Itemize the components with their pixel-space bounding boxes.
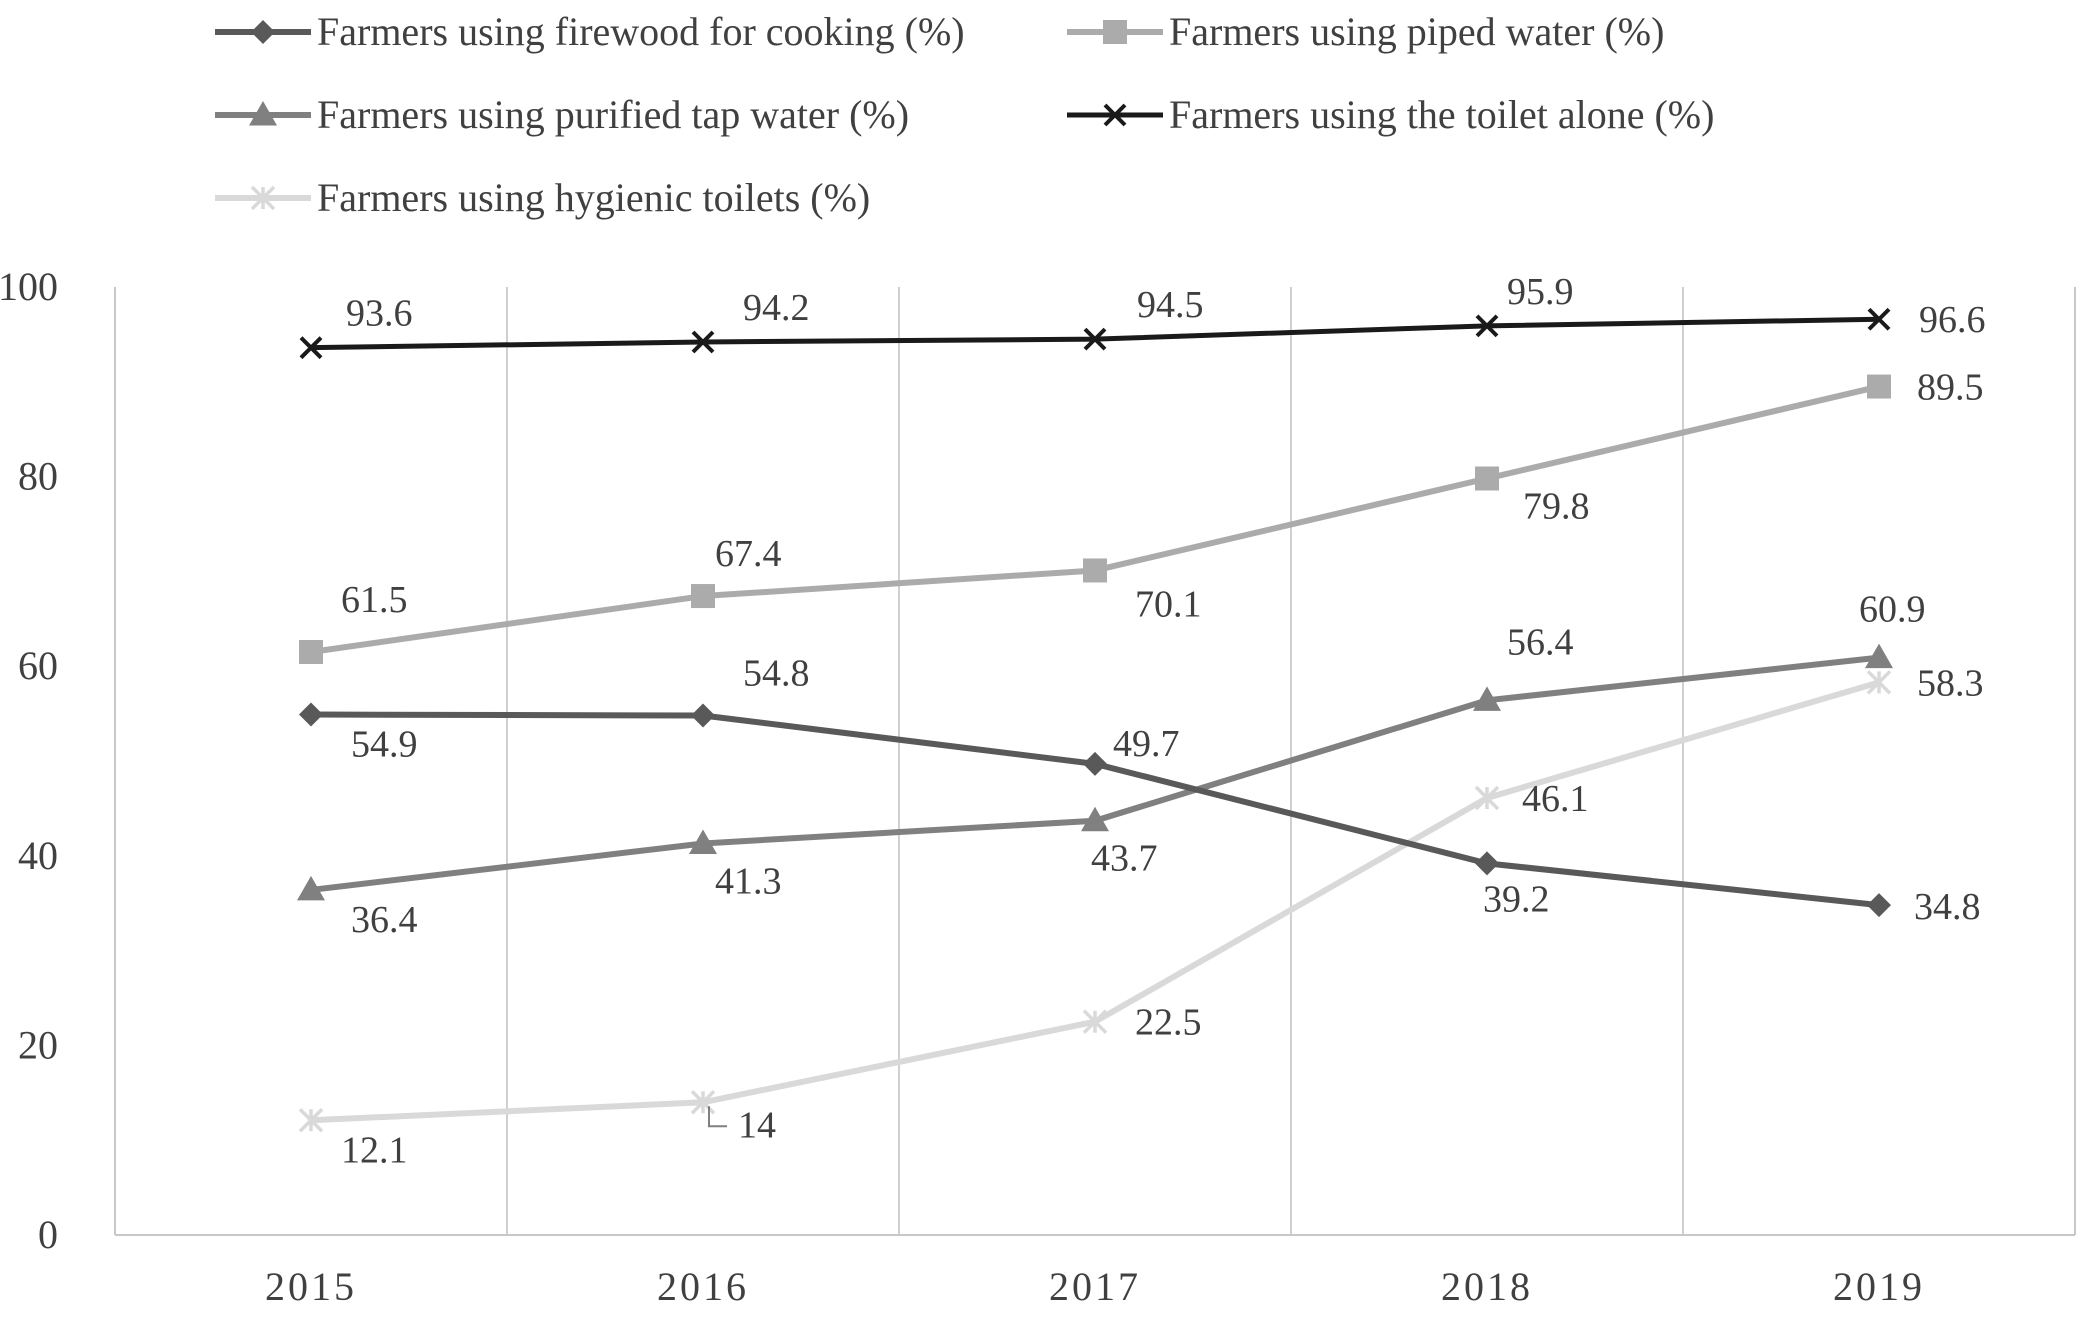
data-label: 94.5 — [1137, 284, 1204, 326]
y-tick-label: 80 — [18, 454, 58, 499]
data-label: 54.8 — [743, 652, 810, 694]
series-lines — [297, 307, 1893, 1133]
x-tick-label: 2019 — [1833, 1264, 1925, 1309]
legend-item: Farmers using piped water (%) — [1067, 9, 1664, 54]
data-point — [1475, 314, 1499, 338]
data-point — [691, 330, 715, 354]
y-tick-label: 100 — [0, 264, 58, 309]
data-label: 46.1 — [1522, 778, 1589, 820]
legend-label: Farmers using hygienic toilets (%) — [317, 175, 870, 220]
legend-marker — [250, 185, 276, 211]
data-label: 60.9 — [1859, 589, 1926, 631]
data-point — [691, 584, 715, 609]
data-labels: 54.9 54.8 49.7 39.2 34.8 61.5 67.4 70.1 79.8 89.5… — [341, 271, 1986, 1171]
y-tick-label: 0 — [38, 1212, 58, 1257]
y-tick-label: 40 — [18, 833, 58, 878]
data-label: 56.4 — [1507, 621, 1574, 663]
legend-item: Farmers using hygienic toilets (%) — [215, 175, 870, 220]
data-point — [690, 1090, 716, 1115]
label-leader-line — [708, 1106, 727, 1128]
data-label: 49.7 — [1113, 723, 1180, 765]
data-point — [1473, 686, 1501, 711]
data-label: 67.4 — [715, 533, 782, 575]
data-point — [299, 702, 323, 727]
legend-label: Farmers using firewood for cooking (%) — [317, 9, 965, 54]
data-point — [299, 336, 323, 360]
data-label: 54.9 — [351, 724, 418, 766]
legend-marker — [1103, 103, 1127, 127]
data-point — [297, 875, 325, 901]
legend: Farmers using firewood for cooking (%) Fa… — [215, 9, 1714, 220]
series — [299, 702, 1891, 918]
data-point — [1083, 751, 1107, 776]
data-label: 94.2 — [743, 287, 810, 329]
data-label: 43.7 — [1091, 838, 1158, 880]
data-label: 70.1 — [1135, 583, 1202, 625]
x-tick-label: 2018 — [1441, 1264, 1533, 1309]
data-point — [1867, 374, 1891, 399]
series — [297, 643, 1893, 901]
data-point — [1083, 558, 1107, 583]
legend-label: Farmers using the toilet alone (%) — [1169, 92, 1714, 137]
data-label: 39.2 — [1483, 878, 1550, 920]
series — [298, 670, 1892, 1133]
legend-marker — [1103, 20, 1127, 44]
data-label: 93.6 — [346, 293, 413, 335]
y-tick-label: 20 — [18, 1022, 58, 1067]
x-tick-label: 2015 — [265, 1264, 357, 1309]
data-label: 34.8 — [1914, 886, 1981, 928]
series — [299, 374, 1891, 664]
series-line — [310, 383, 1880, 655]
data-label: 89.5 — [1917, 367, 1984, 409]
series-line — [310, 679, 1880, 1124]
axes: 0 20 40 60 80 100 2015 2016 2017 2018 2019 — [0, 264, 2076, 1309]
data-point — [299, 639, 323, 664]
legend-item: Farmers using firewood for cooking (%) — [215, 9, 965, 54]
data-point — [1083, 327, 1107, 351]
data-point — [1081, 806, 1109, 832]
data-label: 41.3 — [715, 860, 782, 902]
data-point — [1867, 307, 1891, 331]
data-label: 79.8 — [1523, 485, 1590, 527]
data-point — [1474, 785, 1500, 811]
data-label: 58.3 — [1917, 662, 1984, 704]
legend-marker — [251, 20, 275, 44]
data-point — [1867, 893, 1891, 918]
x-tick-label: 2016 — [657, 1264, 749, 1309]
y-tick-label: 60 — [18, 643, 58, 688]
data-point — [298, 1108, 324, 1133]
data-point — [1866, 670, 1892, 695]
legend-label: Farmers using purified tap water (%) — [317, 92, 909, 137]
data-point — [691, 703, 715, 728]
legend-label: Farmers using piped water (%) — [1169, 9, 1664, 54]
legend-marker — [249, 101, 277, 126]
data-label: 96.6 — [1919, 299, 1986, 341]
x-tick-label: 2017 — [1049, 1264, 1141, 1309]
legend-item: Farmers using the toilet alone (%) — [1067, 92, 1714, 137]
series-line — [310, 316, 1880, 351]
legend-item: Farmers using purified tap water (%) — [215, 92, 909, 137]
data-point — [1475, 466, 1499, 491]
data-label: 12.1 — [341, 1129, 408, 1171]
data-label: 14 — [738, 1104, 776, 1146]
series — [299, 307, 1891, 360]
data-point — [1865, 643, 1893, 669]
data-point — [1475, 851, 1499, 876]
data-label: 61.5 — [341, 579, 408, 621]
data-label: 22.5 — [1135, 1002, 1202, 1044]
data-label: 95.9 — [1507, 271, 1574, 313]
data-point — [689, 829, 717, 854]
data-label: 36.4 — [351, 899, 418, 941]
data-point — [1082, 1009, 1108, 1034]
